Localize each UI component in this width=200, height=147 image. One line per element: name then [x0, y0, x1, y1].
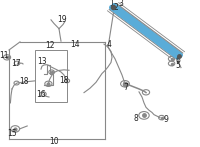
Text: 4: 4	[107, 40, 111, 49]
Text: 16: 16	[37, 90, 46, 99]
Text: 3: 3	[119, 0, 123, 8]
Text: 18: 18	[59, 76, 69, 85]
Text: 7: 7	[124, 83, 128, 92]
Text: 6: 6	[176, 56, 180, 65]
Text: 18: 18	[19, 77, 29, 86]
Bar	[35, 50, 67, 102]
Text: 13: 13	[37, 57, 46, 66]
Text: 1: 1	[110, 0, 114, 8]
Text: 10: 10	[49, 137, 59, 146]
Text: 11: 11	[0, 51, 9, 60]
Text: 2: 2	[113, 2, 118, 12]
Text: 9: 9	[164, 115, 168, 124]
Text: 5: 5	[176, 61, 180, 70]
Text: 14: 14	[70, 40, 80, 49]
Text: 12: 12	[45, 41, 54, 50]
Text: 15: 15	[7, 128, 17, 138]
Text: 17: 17	[12, 59, 21, 68]
Text: 19: 19	[57, 15, 67, 24]
Text: 8: 8	[134, 114, 138, 123]
